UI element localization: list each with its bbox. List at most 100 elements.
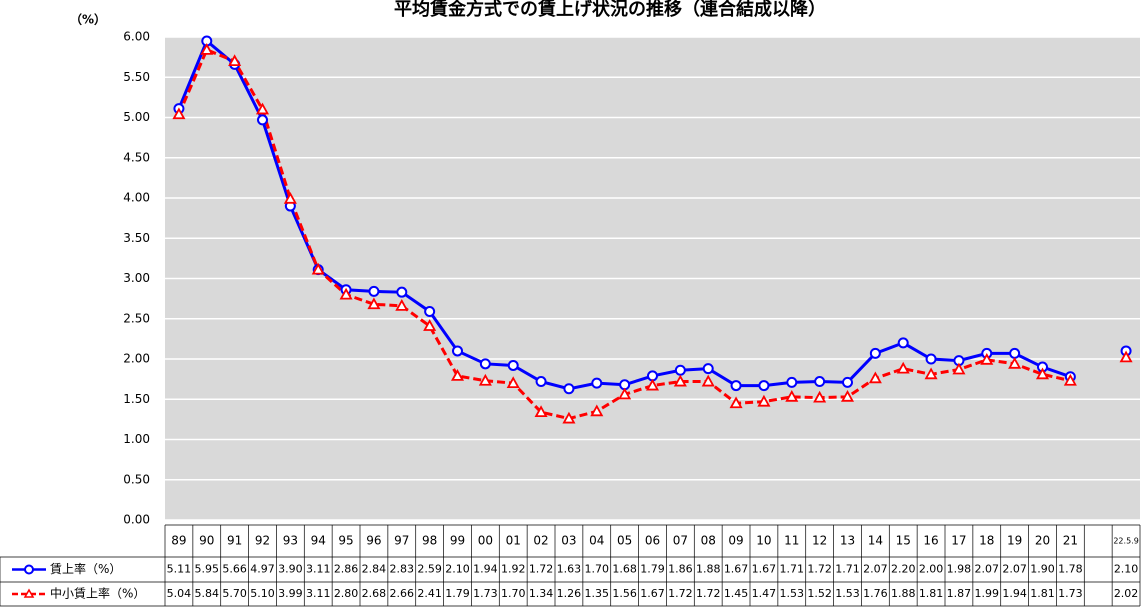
x-tick-label: 09 xyxy=(728,534,743,548)
table-cell: 3.99 xyxy=(278,587,303,600)
point xyxy=(730,380,742,392)
point xyxy=(786,376,798,388)
legend-label: 賃上率（%） xyxy=(50,561,121,576)
table-cell: 1.90 xyxy=(1030,563,1055,576)
table-cell: 2.07 xyxy=(1002,563,1027,576)
table-cell: 2.41 xyxy=(417,587,442,600)
y-tick-label: 0.50 xyxy=(123,472,150,486)
point xyxy=(896,361,910,374)
table-cell: 2.00 xyxy=(919,563,944,576)
point xyxy=(228,54,242,67)
point xyxy=(673,374,687,387)
x-tick-label: 00 xyxy=(478,534,493,548)
point xyxy=(1035,367,1050,380)
point xyxy=(1009,347,1021,359)
x-tick-label: 90 xyxy=(199,534,214,548)
table-cell: 2.80 xyxy=(334,587,359,600)
table-cell: 1.79 xyxy=(640,563,665,576)
table-cell: 2.07 xyxy=(863,563,888,576)
table-cell: 1.26 xyxy=(557,587,582,600)
point xyxy=(758,380,770,392)
point xyxy=(645,378,660,391)
point xyxy=(674,364,686,376)
table-cell: 5.84 xyxy=(195,587,220,600)
table-cell: 1.72 xyxy=(807,563,832,576)
y-tick-label: 5.50 xyxy=(123,70,150,84)
x-tick-label: 10 xyxy=(756,534,771,548)
table-cell: 2.66 xyxy=(390,587,415,600)
point xyxy=(701,374,715,387)
x-tick-label: 97 xyxy=(394,534,409,548)
table-cell: 1.73 xyxy=(473,587,498,600)
x-tick-label: 21 xyxy=(1063,534,1078,548)
point xyxy=(702,363,714,375)
point xyxy=(925,353,937,365)
table-cell: 1.94 xyxy=(473,563,498,576)
x-tick-label: 16 xyxy=(923,534,938,548)
table-cell: 1.71 xyxy=(835,563,860,576)
legend-marker xyxy=(24,564,34,575)
point xyxy=(478,373,492,386)
y-tick-label: 1.00 xyxy=(123,432,150,446)
table-cell: 2.10 xyxy=(445,563,470,576)
y-tick-label: 5.00 xyxy=(123,110,150,124)
point xyxy=(172,107,186,120)
point xyxy=(423,319,437,331)
y-tick-label: 3.00 xyxy=(123,271,150,285)
table-cell: 5.66 xyxy=(222,563,247,576)
x-tick-label: 91 xyxy=(227,534,242,548)
table-cell: 1.88 xyxy=(891,587,916,600)
y-unit: （%） xyxy=(70,12,106,27)
table-cell: 1.56 xyxy=(612,587,637,600)
table-cell: 1.87 xyxy=(947,587,972,600)
table-cell: 1.67 xyxy=(724,563,749,576)
point xyxy=(368,285,380,297)
point xyxy=(868,371,882,384)
table-cell: 1.72 xyxy=(529,563,554,576)
point xyxy=(452,345,463,357)
table-cell: 1.53 xyxy=(835,587,860,600)
point xyxy=(424,306,436,318)
table-cell: 4.97 xyxy=(250,563,275,576)
point xyxy=(814,376,826,388)
point xyxy=(924,367,938,380)
x-tick-label: 99 xyxy=(450,534,465,548)
x-tick-label: 04 xyxy=(589,534,604,548)
table-cell: 5.70 xyxy=(222,587,247,600)
table-cell: 1.99 xyxy=(975,587,1000,600)
table-cell: 1.72 xyxy=(696,587,721,600)
legend-label: 中小賃上率（%） xyxy=(50,586,145,601)
table-cell: 2.59 xyxy=(417,563,442,576)
point xyxy=(897,337,909,349)
point xyxy=(506,376,520,389)
table-cell: 2.86 xyxy=(334,563,359,576)
y-tick-label: 4.00 xyxy=(123,191,150,205)
y-tick-label: 6.00 xyxy=(123,30,150,44)
y-tick-label: 2.50 xyxy=(123,311,150,325)
point xyxy=(479,358,491,370)
table-cell: 1.86 xyxy=(668,563,693,576)
point xyxy=(618,387,632,400)
x-tick-label: 22.5.9 xyxy=(1113,537,1138,546)
point xyxy=(1008,356,1022,369)
x-tick-label: 02 xyxy=(533,534,548,548)
x-tick-label: 08 xyxy=(701,534,716,548)
point xyxy=(367,297,381,310)
table-cell: 5.11 xyxy=(167,563,192,576)
point xyxy=(563,383,575,395)
x-tick-label: 07 xyxy=(673,534,688,548)
x-tick-label: 19 xyxy=(1007,534,1022,548)
x-tick-label: 15 xyxy=(896,534,911,548)
point xyxy=(1063,373,1077,386)
table-cell: 1.68 xyxy=(612,563,637,576)
table-cell: 1.98 xyxy=(947,563,972,576)
table-cell: 1.94 xyxy=(1002,587,1027,600)
x-tick-label: 03 xyxy=(561,534,576,548)
x-tick-label: 17 xyxy=(951,534,966,548)
table-cell: 3.90 xyxy=(278,563,303,576)
table-cell: 1.47 xyxy=(752,587,777,600)
table-cell: 1.70 xyxy=(501,587,526,600)
x-tick-label: 05 xyxy=(617,534,632,548)
table-cell: 1.72 xyxy=(668,587,693,600)
table-cell: 3.11 xyxy=(306,563,331,576)
